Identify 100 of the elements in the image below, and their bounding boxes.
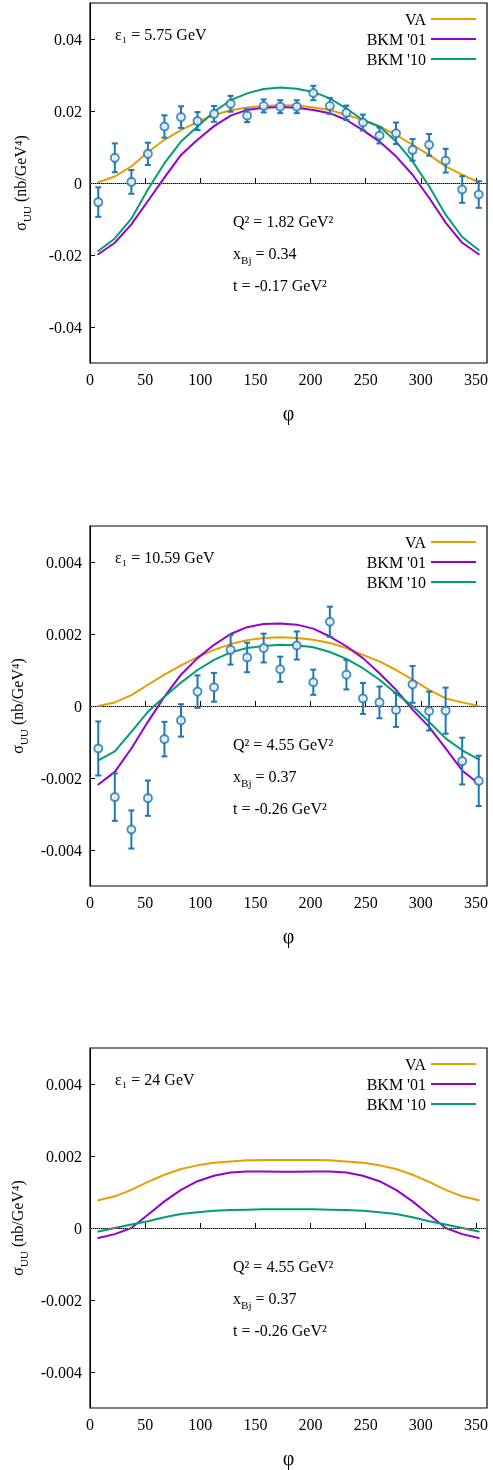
x-tick-label: 100 <box>188 1415 213 1433</box>
y-tick-label: -0.002 <box>40 1291 82 1309</box>
legend-label: BKM '10 <box>366 573 426 591</box>
x-tick-label: 150 <box>243 1415 268 1433</box>
point <box>324 100 335 111</box>
annotation: Q² = 4.55 GeV² <box>233 1257 334 1275</box>
point <box>407 144 418 155</box>
point <box>142 793 153 804</box>
point <box>308 88 319 98</box>
y-tick-label: 0.02 <box>54 102 82 120</box>
y-axis-title: σUU (nb/GeV⁴) <box>9 1180 31 1276</box>
point <box>109 792 120 803</box>
point <box>225 644 236 655</box>
point <box>275 664 286 675</box>
point <box>225 98 236 109</box>
legend-label: VA <box>404 1055 427 1073</box>
point <box>209 682 220 693</box>
point <box>473 775 484 786</box>
legend-label: VA <box>404 533 427 551</box>
y-tick-label: 0 <box>74 1219 82 1237</box>
point <box>275 101 286 112</box>
y-tick-label: 0.004 <box>46 1075 82 1093</box>
y-axis-title: σUU (nb/GeV⁴) <box>9 658 31 754</box>
point <box>192 116 203 127</box>
legend-label: BKM '10 <box>366 50 426 68</box>
point <box>175 112 186 123</box>
y-tick-label: -0.04 <box>48 318 82 336</box>
x-axis-title: φ <box>282 1447 295 1470</box>
annotation: Q² = 1.82 GeV² <box>233 212 334 230</box>
point <box>473 189 484 200</box>
x-tick-label: 150 <box>243 370 268 388</box>
legend-label: BKM '01 <box>366 30 426 48</box>
point <box>440 155 451 166</box>
x-tick-label: 0 <box>86 893 94 911</box>
point <box>424 139 435 150</box>
y-tick-label: -0.004 <box>40 841 82 859</box>
point <box>440 705 451 716</box>
line-series <box>97 1170 480 1240</box>
point <box>291 101 302 112</box>
point <box>341 669 352 680</box>
x-tick-label: 250 <box>353 1415 378 1433</box>
y-tick-label: -0.002 <box>40 769 82 787</box>
x-tick-label: 50 <box>137 893 154 911</box>
point <box>258 643 269 654</box>
point <box>209 108 220 119</box>
y-tick-label: 0.002 <box>46 625 82 643</box>
point <box>126 176 137 187</box>
y-tick-label: 0.004 <box>46 553 82 571</box>
x-tick-label: 50 <box>137 370 154 388</box>
point <box>391 704 402 715</box>
annotation: ε₁ = 10.59 GeV <box>115 548 215 566</box>
point <box>192 686 203 697</box>
line-series <box>97 636 480 707</box>
point <box>159 734 170 745</box>
point <box>324 616 335 627</box>
point <box>291 640 302 651</box>
point <box>357 117 368 128</box>
x-axis-title: φ <box>282 925 295 948</box>
x-tick-label: 250 <box>353 370 378 388</box>
point <box>308 677 319 688</box>
annotation: ε₁ = 24 GeV <box>115 1070 195 1088</box>
x-tick-label: 350 <box>463 1415 488 1433</box>
point <box>457 756 468 767</box>
y-tick-label: -0.004 <box>40 1363 82 1381</box>
y-tick-label: 0 <box>74 174 82 192</box>
x-tick-label: 300 <box>408 370 433 388</box>
x-tick-label: 50 <box>137 1415 154 1433</box>
x-tick-label: 350 <box>463 370 488 388</box>
point <box>126 824 137 835</box>
point <box>457 184 468 195</box>
x-tick-label: 100 <box>188 370 213 388</box>
y-tick-label: -0.02 <box>48 246 82 264</box>
point <box>357 693 368 704</box>
annotation: Q² = 4.55 GeV² <box>233 735 334 753</box>
x-tick-label: 150 <box>243 893 268 911</box>
x-tick-label: 300 <box>408 893 433 911</box>
annotation: t = -0.26 GeV² <box>233 1321 328 1339</box>
y-axis-title: σUU (nb/GeV⁴) <box>11 135 33 231</box>
x-tick-label: 200 <box>298 370 323 388</box>
point <box>142 148 153 159</box>
point <box>407 679 418 690</box>
x-tick-label: 200 <box>298 1415 323 1433</box>
x-tick-label: 200 <box>298 893 323 911</box>
legend-label: BKM '01 <box>366 553 426 571</box>
legend-label: BKM '10 <box>366 1095 426 1113</box>
point <box>424 706 435 717</box>
y-tick-label: 0.04 <box>54 30 82 48</box>
x-tick-label: 300 <box>408 1415 433 1433</box>
legend-label: VA <box>404 10 427 28</box>
point <box>93 197 104 208</box>
y-tick-label: 0.002 <box>46 1147 82 1165</box>
x-axis-title: φ <box>282 402 295 425</box>
point <box>391 128 402 139</box>
x-tick-label: 100 <box>188 893 213 911</box>
point <box>109 152 120 163</box>
line-series <box>97 1208 480 1233</box>
line-series <box>97 1158 480 1202</box>
x-tick-label: 0 <box>86 1415 94 1433</box>
x-tick-label: 350 <box>463 893 488 911</box>
point <box>374 130 385 141</box>
